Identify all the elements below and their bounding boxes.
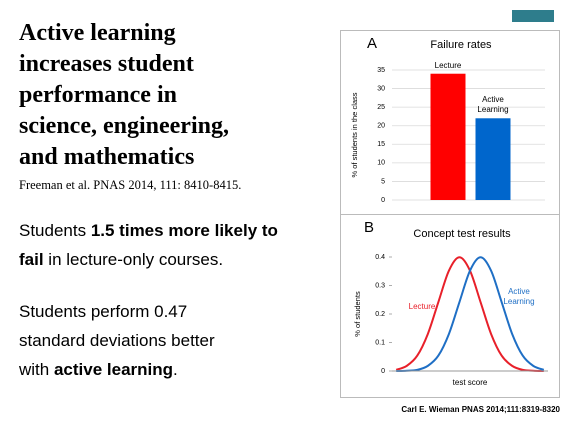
y-tick-label: 35 [377,67,385,74]
y-axis-label: % of students [353,291,362,337]
y-tick-label: 0 [381,197,385,204]
title-line: and mathematics [19,144,195,170]
panel-label: A [367,35,377,52]
title-line: science, engineering, [19,113,229,139]
legend-label: Active Learning [503,287,535,306]
text-run: in lecture-only courses. [43,250,224,269]
y-tick-label: 0 [381,368,385,375]
y-tick-label: 10 [377,160,385,167]
category-label: Active Learning [477,95,509,115]
point: Students perform 0.47 standard deviation… [19,297,247,384]
text-run: 1.5 times more likely to fail [19,221,278,269]
y-tick-label: 20 [377,123,385,130]
x-axis-label: test score [453,378,488,387]
text-run: . [173,360,178,379]
text-run: active learning [53,360,174,379]
title-line: Active learning [19,20,176,46]
legend-label-box: Lecture [408,302,436,311]
y-tick-label: 0.1 [375,339,385,346]
panel-label: B [364,219,374,236]
accent-bar [512,10,554,22]
figure-credit: Carl E. Wieman PNAS 2014;111:8319-8320 [401,405,560,414]
y-tick-label: 0.3 [375,282,385,289]
chart-title: Failure rates [430,39,492,51]
title-line: increases student [19,51,194,77]
citation: Freeman et al. PNAS 2014, 111: 8410-8415… [19,178,242,192]
y-tick-label: 5 [381,178,385,185]
slide-title: Active learning increases student perfor… [19,18,229,173]
y-tick-label: 15 [377,141,385,148]
y-tick-label: 30 [377,85,385,92]
y-tick-label: 0.4 [375,254,385,261]
point: Students 1.5 times more likely to fail i… [19,216,297,274]
category-label: Lecture [434,60,462,70]
y-axis-label: % of students in the class [350,92,359,177]
legend-label-box: Active Learning [503,287,535,306]
category-label-box: Active Learning [477,95,509,115]
y-tick-label: 25 [377,104,385,111]
legend-label: Lecture [408,302,436,311]
bar [430,73,466,200]
bar [475,118,511,200]
series-line [396,256,545,372]
chart-title: Concept test results [413,228,511,240]
title-line: performance in [19,82,177,108]
category-label-box: Lecture [434,60,462,70]
text-run: Students perform 0.47 standard deviation… [19,302,215,379]
text-run: Students [19,221,91,240]
y-tick-label: 0.2 [375,311,385,318]
